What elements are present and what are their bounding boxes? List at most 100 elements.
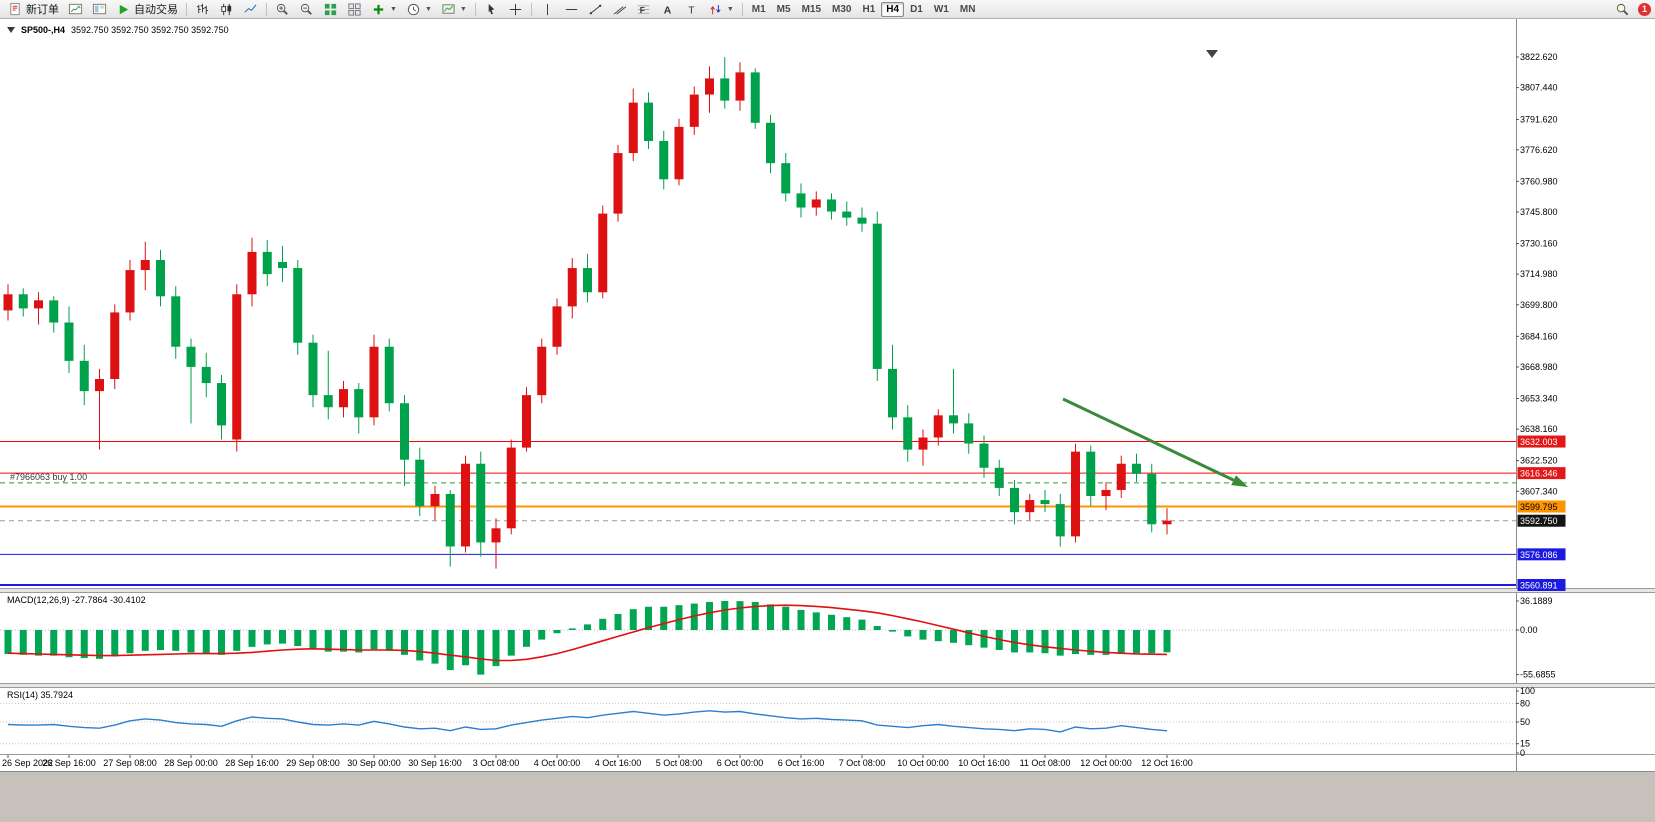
price-axis-label: 3730.160 (1520, 239, 1558, 249)
new-order-label: 新订单 (26, 4, 59, 16)
time-axis-label: 11 Oct 08:00 (1020, 758, 1071, 768)
trendline-button[interactable] (584, 1, 607, 18)
timeframe-m15-button[interactable]: M15 (797, 2, 826, 17)
chart-menu-icon[interactable] (7, 27, 15, 33)
timeframe-m30-button[interactable]: M30 (827, 2, 856, 17)
profiles-icon (92, 2, 107, 17)
price-axis-label: 3776.620 (1520, 145, 1558, 155)
candle-body (720, 78, 730, 101)
price-axis-label: 3607.340 (1520, 486, 1558, 496)
fibonacci-icon: F (636, 2, 651, 17)
resistance-line-1-tag[interactable] (1517, 435, 1566, 448)
horizontal-line-icon (564, 2, 579, 17)
panel-splitter[interactable] (0, 588, 1655, 593)
autotrading-label: 自动交易 (134, 4, 178, 16)
text-a-icon: A (660, 2, 675, 17)
price-axis-label: 3668.980 (1520, 362, 1558, 372)
timeframe-h1-button[interactable]: H1 (857, 2, 880, 17)
candle-body (125, 270, 135, 313)
vertical-line-button[interactable] (536, 1, 559, 18)
indicators-button[interactable]: ▼ (367, 1, 401, 18)
crosshair-icon (508, 2, 523, 17)
templates-button[interactable]: ▼ (437, 1, 471, 18)
macd-axis-label: -55.6855 (1520, 670, 1556, 680)
rsi-axis-label: 0 (1520, 748, 1525, 758)
resistance-line-2-tag[interactable] (1517, 467, 1566, 480)
pending-order-line-tag[interactable] (1517, 500, 1566, 513)
candle-body (1010, 487, 1019, 513)
timeframe-m1-button[interactable]: M1 (747, 2, 771, 17)
support-line-1-tag[interactable] (1517, 548, 1566, 561)
horizontal-line-button[interactable] (560, 1, 583, 18)
charts-window-button[interactable] (64, 1, 87, 18)
candle-body (308, 342, 318, 396)
zoom-out-button[interactable] (295, 1, 318, 18)
periods-button[interactable]: ▼ (402, 1, 436, 18)
candle-body (842, 211, 852, 218)
candle-body (750, 72, 760, 123)
chart-shift-marker-icon[interactable] (1206, 50, 1218, 58)
candle-body (567, 268, 577, 307)
candle-body (888, 368, 897, 418)
candle-body (1147, 473, 1157, 525)
autotrading-button[interactable]: 自动交易 (112, 1, 182, 18)
vertical-line-icon (540, 2, 555, 17)
time-axis-label: 10 Oct 00:00 (897, 758, 949, 768)
macd-axis-label: 0.00 (1520, 625, 1538, 635)
downtrend-arrow[interactable] (1062, 397, 1235, 482)
candle-body (933, 415, 943, 438)
time-axis-label: 10 Oct 16:00 (958, 758, 1010, 768)
candle-body (613, 153, 623, 214)
line-chart-button[interactable] (239, 1, 262, 18)
line-chart-icon (243, 2, 258, 17)
support-line-2-tag[interactable] (1517, 578, 1566, 591)
svg-text:F: F (640, 4, 645, 14)
bar-chart-icon (195, 2, 210, 17)
timeframe-h4-button[interactable]: H4 (881, 1, 905, 17)
timeframe-m5-button[interactable]: M5 (772, 2, 796, 17)
toolbar-separator (186, 2, 187, 16)
candle-body (34, 300, 43, 309)
candle-body (522, 395, 531, 448)
notification-badge[interactable]: 1 (1638, 2, 1651, 16)
candle-body (1132, 463, 1141, 474)
panel-splitter[interactable] (0, 683, 1655, 688)
timeframe-mn-button[interactable]: MN (955, 2, 981, 17)
timeframe-d1-button[interactable]: D1 (905, 2, 928, 17)
time-axis[interactable] (7, 755, 1168, 758)
candle-body (430, 493, 440, 507)
candle-body (811, 199, 821, 208)
crosshair-button[interactable] (504, 1, 527, 18)
text-label-button[interactable]: T (680, 1, 703, 18)
downtrend-arrow-head[interactable] (1231, 475, 1248, 487)
fibonacci-button[interactable]: F (632, 1, 655, 18)
template-icon (441, 2, 456, 17)
candle-body (339, 389, 348, 408)
text-button[interactable]: A (656, 1, 679, 18)
bid-price-line-tag[interactable] (1517, 514, 1566, 527)
candle-body (689, 94, 699, 127)
candle-body (323, 395, 333, 408)
auto-arrange-button[interactable] (319, 1, 342, 18)
bar-chart-button[interactable] (191, 1, 214, 18)
candle-body (232, 294, 242, 440)
candle-body (796, 193, 806, 208)
zoom-in-button[interactable] (271, 1, 294, 18)
search-button[interactable] (1611, 1, 1634, 18)
candle-body (674, 126, 684, 180)
candlestick-chart-button[interactable] (215, 1, 238, 18)
channel-button[interactable] (608, 1, 631, 18)
tile-windows-button[interactable] (343, 1, 366, 18)
candle-body (705, 78, 714, 95)
new-order-button[interactable]: 新订单 (4, 1, 63, 18)
arrows-shapes-button[interactable]: ▼ (704, 1, 738, 18)
timeframe-w1-button[interactable]: W1 (929, 2, 954, 17)
candle-body (949, 415, 958, 424)
profiles-button[interactable] (88, 1, 111, 18)
candle-body (1071, 451, 1080, 537)
cursor-button[interactable] (480, 1, 503, 18)
support-line-1-tag-label: 3576.086 (1520, 550, 1558, 560)
macd-histogram (4, 600, 1171, 675)
arrows-icon (708, 2, 723, 17)
